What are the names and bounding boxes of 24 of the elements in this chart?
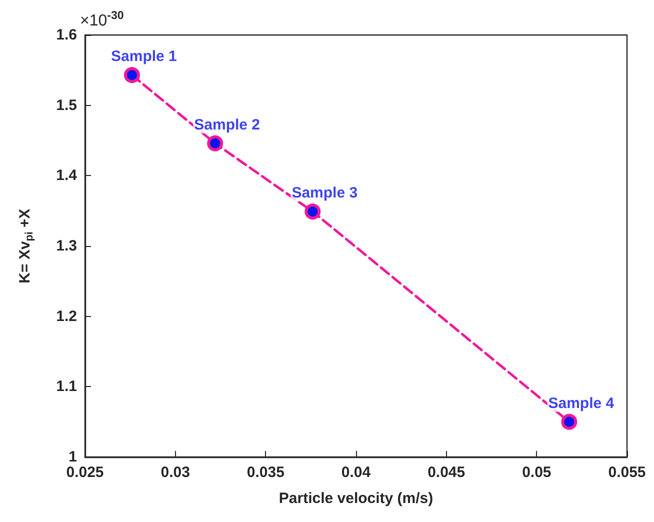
x-tick-label: 0.035	[246, 464, 284, 481]
annotation: Sample 2	[194, 116, 260, 134]
x-tick-label: 0.025	[66, 464, 104, 481]
y-tick-label: 1.2	[56, 308, 77, 325]
point	[207, 135, 224, 152]
x-tick-label: 0.055	[608, 464, 646, 481]
point	[304, 204, 321, 220]
y-tick-label: 1.5	[56, 96, 77, 114]
y-tick-label: 1.4	[56, 167, 78, 184]
point	[561, 414, 578, 430]
x-tick-label: 0.05	[522, 464, 552, 481]
y-tick-label: 1	[68, 448, 77, 466]
x-tick-label: 0.045	[428, 464, 466, 481]
y-tick-label: 1.1	[56, 378, 77, 396]
annotation: Sample 4	[548, 394, 615, 412]
y-tick-label: 1.3	[56, 238, 77, 254]
y-axis-title: K= Xvpi +X	[16, 208, 36, 284]
annotation: Sample 3	[292, 184, 358, 202]
y-tick-label: 1.6	[56, 26, 77, 44]
x-tick-label: 0.04	[341, 464, 372, 481]
x-tick-label: 0.03	[160, 464, 190, 481]
point	[124, 67, 140, 84]
x-axis-title: Particle velocity (m/s)	[278, 490, 434, 507]
annotation: Sample 1	[111, 48, 177, 66]
